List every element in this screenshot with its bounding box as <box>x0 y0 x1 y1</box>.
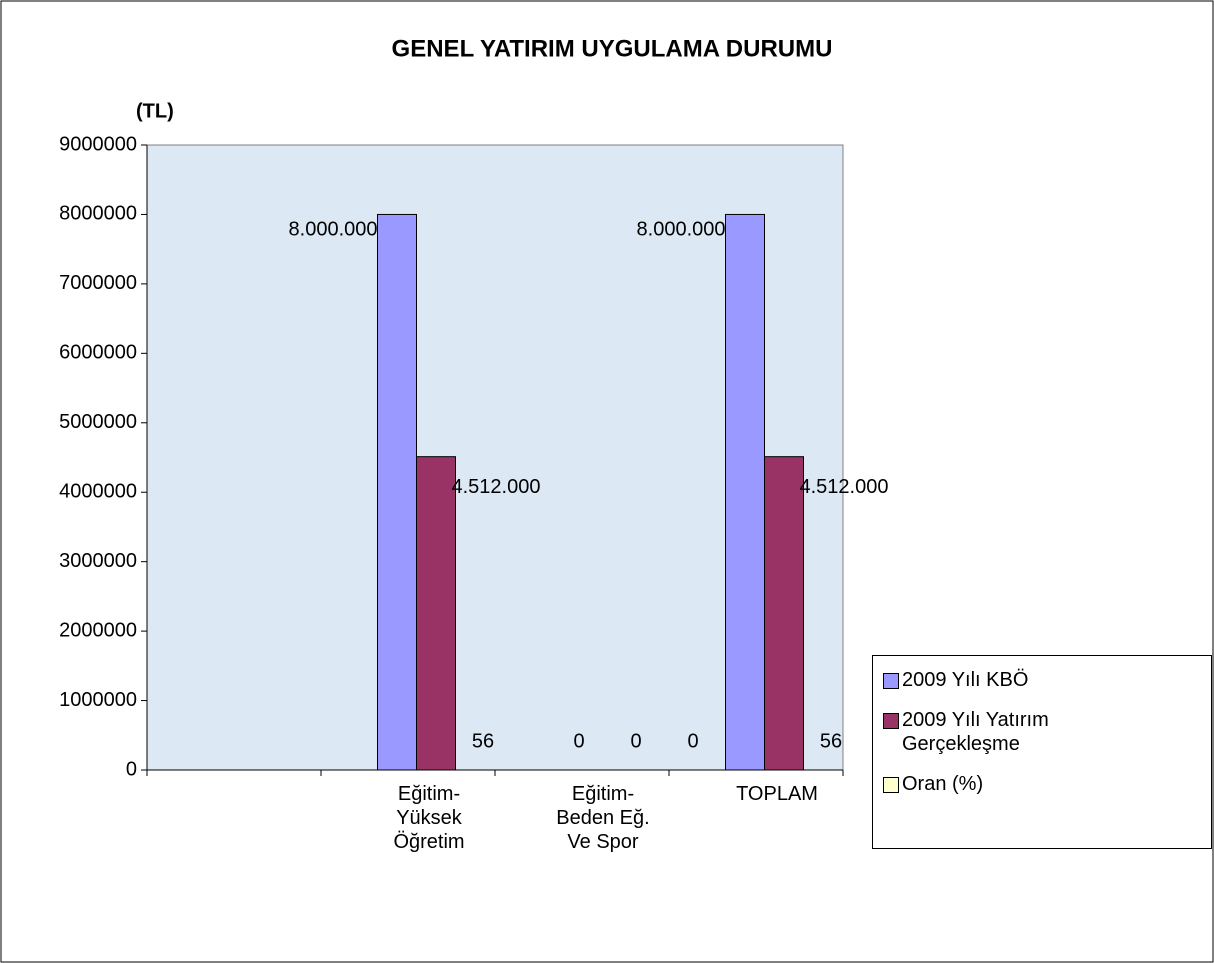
x-tick-label: TOPLAM <box>736 783 818 805</box>
x-tick-label: Eğitim-Beden Eğ. Ve Spor <box>556 783 650 853</box>
legend: 2009 Yılı KBÖ 2009 Yılı Yatırım Gerçekleş… <box>872 655 1212 849</box>
data-label: 4.512.000 <box>452 476 541 498</box>
bar <box>416 456 456 771</box>
y-tick-label: 2000000 <box>59 619 137 641</box>
y-axis-label: (TL) <box>136 100 174 122</box>
data-label: 8.000.000 <box>289 219 378 241</box>
y-tick-label: 3000000 <box>59 550 137 572</box>
legend-swatch <box>883 673 899 689</box>
x-tick-label: Eğitim-Yüksek Öğretim <box>393 783 465 853</box>
y-tick-label: 5000000 <box>59 411 137 433</box>
legend-swatch <box>883 713 899 729</box>
legend-item: 2009 Yılı KBÖ <box>883 668 1123 692</box>
data-label: 0 <box>573 730 584 752</box>
y-tick-label: 4000000 <box>59 481 137 503</box>
legend-item: Oran (%) <box>883 772 1123 796</box>
y-tick-label: 7000000 <box>59 272 137 294</box>
data-label: 0 <box>687 730 698 752</box>
y-tick-label: 0 <box>126 758 137 780</box>
legend-item: 2009 Yılı Yatırım Gerçekleşme <box>883 708 1123 756</box>
chart-title: GENEL YATIRIM UYGULAMA DURUMU <box>392 35 833 62</box>
bar <box>377 213 417 771</box>
y-tick-label: 9000000 <box>59 133 137 155</box>
legend-swatch <box>883 777 899 793</box>
y-tick-label: 8000000 <box>59 203 137 225</box>
y-tick-label: 6000000 <box>59 342 137 364</box>
data-label: 56 <box>472 730 494 752</box>
legend-label: Oran (%) <box>902 773 984 795</box>
data-label: 4.512.000 <box>800 476 889 498</box>
data-label: 8.000.000 <box>637 219 726 241</box>
legend-label: 2009 Yılı KBÖ <box>902 669 1029 691</box>
data-label: 56 <box>820 730 842 752</box>
bar <box>725 213 765 771</box>
legend-label: 2009 Yılı Yatırım Gerçekleşme <box>902 709 1049 755</box>
bar <box>764 456 804 771</box>
data-label: 0 <box>630 730 641 752</box>
y-tick-label: 1000000 <box>59 689 137 711</box>
